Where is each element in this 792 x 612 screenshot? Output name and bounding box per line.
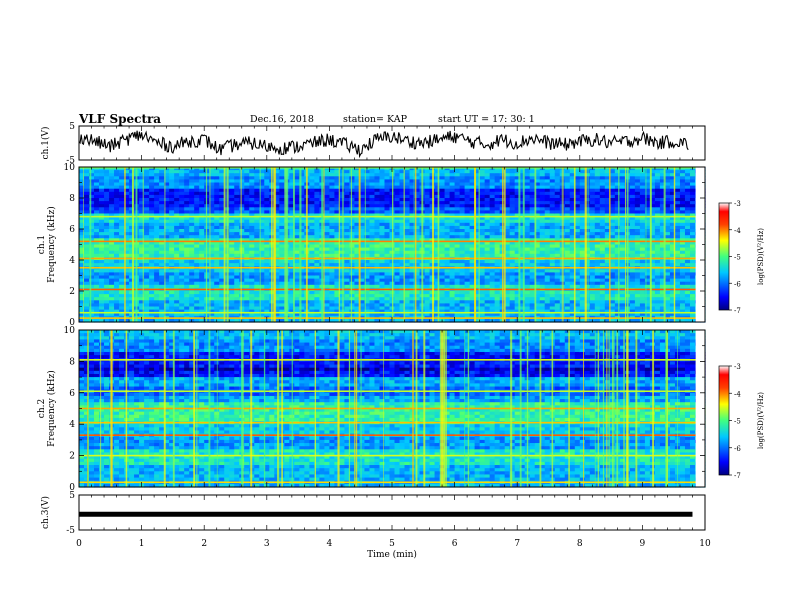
date-label: Dec.16, 2018	[250, 114, 314, 125]
colorbar-tick-1-2: -5	[734, 254, 741, 262]
xtick-label-3: 3	[264, 539, 270, 549]
ytick-label-2-5: 10	[64, 326, 76, 336]
ytick-label-1-4: 8	[69, 194, 75, 204]
ytick-label-3-0: 5	[69, 491, 75, 501]
start-time-label: start UT = 17: 30: 1	[438, 114, 535, 125]
colorbar-tick-1-4: -7	[734, 307, 741, 315]
xtick-label-9: 9	[640, 539, 646, 549]
xtick-label-10: 10	[699, 539, 711, 549]
colorbar-tick-2-4: -7	[734, 472, 741, 480]
ylabel-channel-2: ch.2	[37, 399, 47, 418]
ytick-label-2-4: 8	[69, 357, 75, 367]
ytick-label-0-1: -5	[66, 156, 75, 166]
ytick-label-1-3: 6	[69, 225, 75, 235]
ylabel-freq-1: Frequency (kHz)	[46, 206, 57, 283]
ytick-label-0-0: 5	[69, 122, 75, 132]
colorbar-tick-2-3: -6	[734, 445, 741, 453]
colorbar-2	[718, 365, 730, 476]
xtick-label-4: 4	[327, 539, 333, 549]
xtick-label-2: 2	[201, 539, 207, 549]
ytick-label-1-5: 10	[64, 163, 76, 173]
ytick-label-1-1: 2	[69, 287, 75, 297]
ylabel-3: ch.3(V)	[40, 496, 51, 529]
ylabel-0: ch.1(V)	[40, 127, 51, 160]
xtick-label-1: 1	[139, 539, 145, 549]
colorbar-label-2: log(PSD)(V²/Hz)	[757, 392, 765, 449]
colorbar-tick-2-2: -5	[734, 418, 741, 426]
colorbar-tick-2-1: -4	[734, 390, 741, 398]
colorbar-tick-1-1: -4	[734, 227, 741, 235]
station-label: station= KAP	[343, 114, 407, 125]
xtick-label-8: 8	[577, 539, 583, 549]
colorbar-1	[718, 202, 730, 311]
xtick-label-6: 6	[452, 539, 458, 549]
colorbar-tick-2-0: -3	[734, 363, 741, 371]
ytick-label-3-1: -5	[66, 526, 75, 536]
spectrogram-1	[79, 166, 706, 323]
ytick-label-1-2: 4	[69, 256, 75, 266]
ylabel-channel-1: ch.1	[37, 235, 47, 254]
colorbar-label-1: log(PSD)(V²/Hz)	[757, 228, 765, 285]
xtick-label-7: 7	[514, 539, 520, 549]
xtick-label-0: 0	[76, 539, 82, 549]
ytick-label-2-2: 4	[69, 420, 75, 430]
ytick-label-2-3: 6	[69, 389, 75, 399]
ytick-label-2-1: 2	[69, 452, 75, 462]
colorbar-tick-1-3: -6	[734, 280, 741, 288]
xtick-label-5: 5	[389, 539, 395, 549]
x-axis-title: Time (min)	[367, 549, 417, 560]
ytick-label-1-0: 0	[69, 318, 75, 328]
colorbar-tick-1-0: -3	[734, 200, 741, 208]
spectrogram-2	[79, 330, 706, 488]
ytick-label-2-0: 0	[69, 483, 75, 493]
ch1-waveform-line	[78, 130, 689, 159]
chart-title: VLF Spectra	[79, 112, 162, 126]
ylabel-freq-2: Frequency (kHz)	[46, 370, 57, 447]
